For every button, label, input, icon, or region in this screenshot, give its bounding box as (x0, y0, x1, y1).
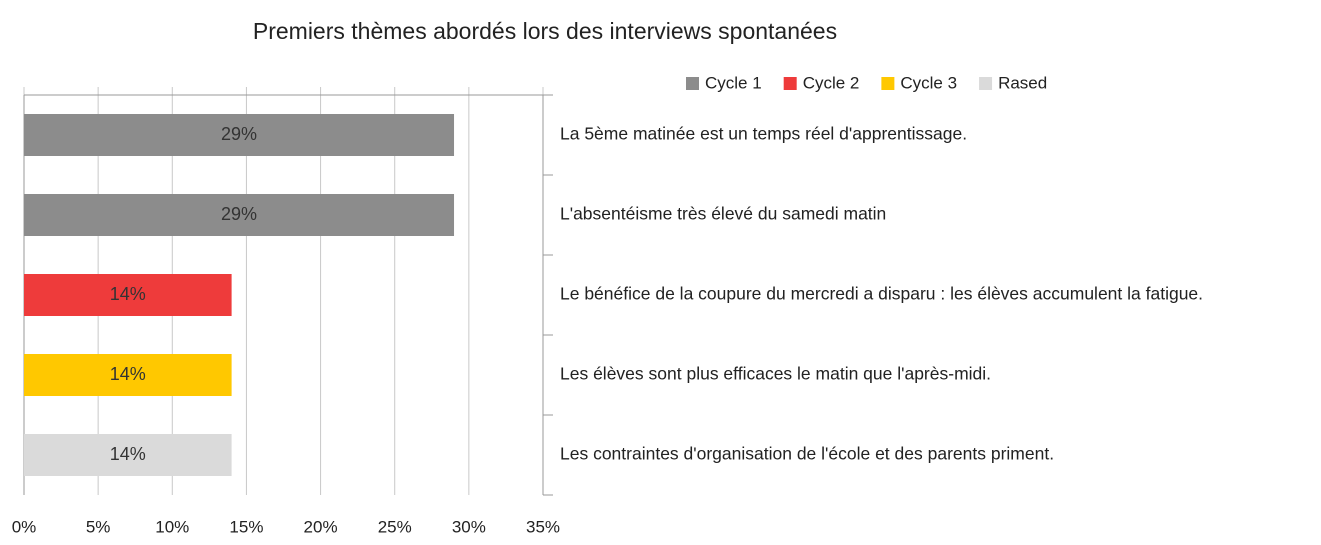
x-tick-label: 10% (155, 517, 189, 536)
legend-label: Cycle 1 (705, 73, 762, 92)
bar (24, 354, 232, 396)
legend-label: Cycle 3 (900, 73, 957, 92)
chart-title: Premiers thèmes abordés lors des intervi… (253, 18, 837, 44)
legend-swatch (783, 77, 797, 90)
x-tick-label: 15% (229, 517, 263, 536)
legend-swatch (979, 77, 993, 90)
data-label: 14% (110, 444, 146, 464)
data-label: 14% (110, 364, 146, 384)
bar (24, 114, 455, 156)
data-label: 29% (221, 124, 257, 144)
x-tick-label: 25% (378, 517, 412, 536)
bar (24, 274, 232, 316)
x-tick-label: 5% (86, 517, 111, 536)
bar (24, 434, 232, 476)
category-label: L'absentéisme très élevé du samedi matin (560, 204, 886, 224)
legend-label: Rased (998, 73, 1047, 92)
bar (24, 194, 455, 236)
x-tick-label: 20% (304, 517, 338, 536)
legend-label: Cycle 2 (803, 73, 860, 92)
data-label: 14% (110, 284, 146, 304)
category-label: La 5ème matinée est un temps réel d'appr… (560, 124, 967, 144)
category-label: Le bénéfice de la coupure du mercredi a … (560, 284, 1203, 304)
x-tick-label: 35% (526, 517, 560, 536)
x-tick-label: 0% (12, 517, 37, 536)
legend-swatch (686, 77, 699, 90)
category-label: Les contraintes d'organisation de l'écol… (560, 444, 1054, 464)
legend-swatch (881, 77, 895, 90)
data-label: 29% (221, 204, 257, 224)
x-tick-label: 30% (452, 517, 486, 536)
category-label: Les élèves sont plus efficaces le matin … (560, 364, 991, 384)
